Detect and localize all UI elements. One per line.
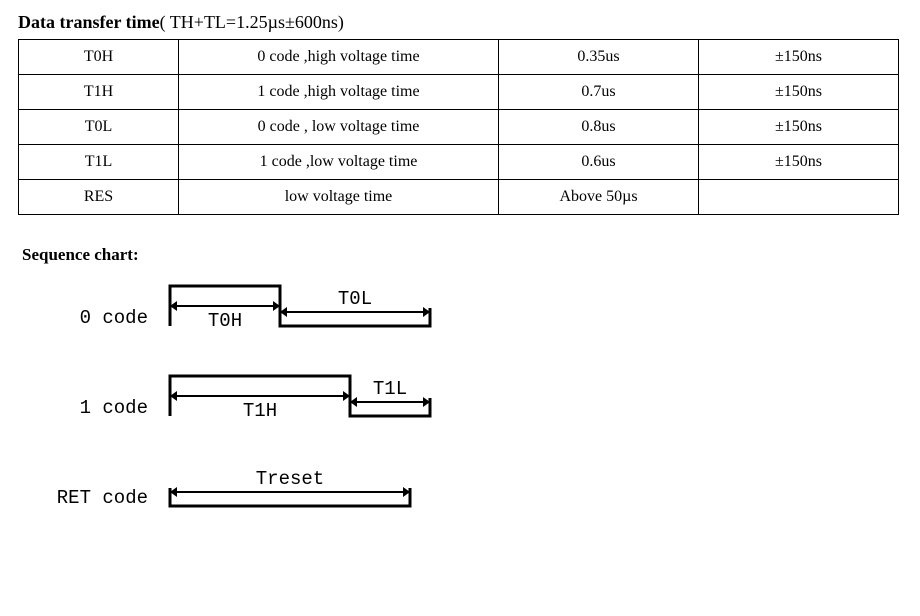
table-cell: RES xyxy=(19,180,179,215)
table-cell: 1 code ,low voltage time xyxy=(179,145,499,180)
sequence-chart: 0 code T0H T0L 1 code T1H T1L RET code Treset xyxy=(18,273,902,543)
table-cell: T0L xyxy=(19,110,179,145)
sequence-label: 1 code xyxy=(18,397,162,419)
table-cell: ±150ns xyxy=(699,145,899,180)
table-cell xyxy=(699,180,899,215)
timing-waveform: Treset xyxy=(162,456,422,540)
table-cell: T1H xyxy=(19,75,179,110)
segment-label: T0H xyxy=(208,310,242,332)
table-cell: T1L xyxy=(19,145,179,180)
table-cell: 0.35us xyxy=(499,40,699,75)
table-cell: 0.7us xyxy=(499,75,699,110)
title-main: Data transfer time xyxy=(18,12,160,32)
table-row: T0L0 code , low voltage time0.8us±150ns xyxy=(19,110,899,145)
table-row: T1L1 code ,low voltage time0.6us±150ns xyxy=(19,145,899,180)
segment-label: Treset xyxy=(256,468,324,490)
sequence-row: 1 code T1H T1L xyxy=(18,363,902,453)
table-cell: T0H xyxy=(19,40,179,75)
table-cell: 0 code , low voltage time xyxy=(179,110,499,145)
table-cell: low voltage time xyxy=(179,180,499,215)
sequence-label: RET code xyxy=(18,487,162,509)
timing-table: T0H0 code ,high voltage time0.35us±150ns… xyxy=(18,39,899,215)
sequence-label: 0 code xyxy=(18,307,162,329)
table-cell: ±150ns xyxy=(699,110,899,145)
table-row: RESlow voltage timeAbove 50µs xyxy=(19,180,899,215)
segment-label: T0L xyxy=(338,288,372,310)
table-cell: 0.6us xyxy=(499,145,699,180)
table-cell: 0.8us xyxy=(499,110,699,145)
sequence-row: RET code Treset xyxy=(18,453,902,543)
table-row: T0H0 code ,high voltage time0.35us±150ns xyxy=(19,40,899,75)
timing-waveform: T1H T1L xyxy=(162,366,452,450)
sequence-chart-heading: Sequence chart: xyxy=(22,245,902,265)
table-cell: ±150ns xyxy=(699,40,899,75)
table-row: T1H1 code ,high voltage time0.7us±150ns xyxy=(19,75,899,110)
table-cell: 1 code ,high voltage time xyxy=(179,75,499,110)
segment-label: T1H xyxy=(243,400,277,422)
table-cell: Above 50µs xyxy=(499,180,699,215)
sequence-row: 0 code T0H T0L xyxy=(18,273,902,363)
section-title: Data transfer time( TH+TL=1.25µs±600ns) xyxy=(18,12,902,33)
title-paren: ( TH+TL=1.25µs±600ns) xyxy=(160,12,344,32)
table-cell: 0 code ,high voltage time xyxy=(179,40,499,75)
table-cell: ±150ns xyxy=(699,75,899,110)
timing-waveform: T0H T0L xyxy=(162,276,452,360)
segment-label: T1L xyxy=(373,378,407,400)
